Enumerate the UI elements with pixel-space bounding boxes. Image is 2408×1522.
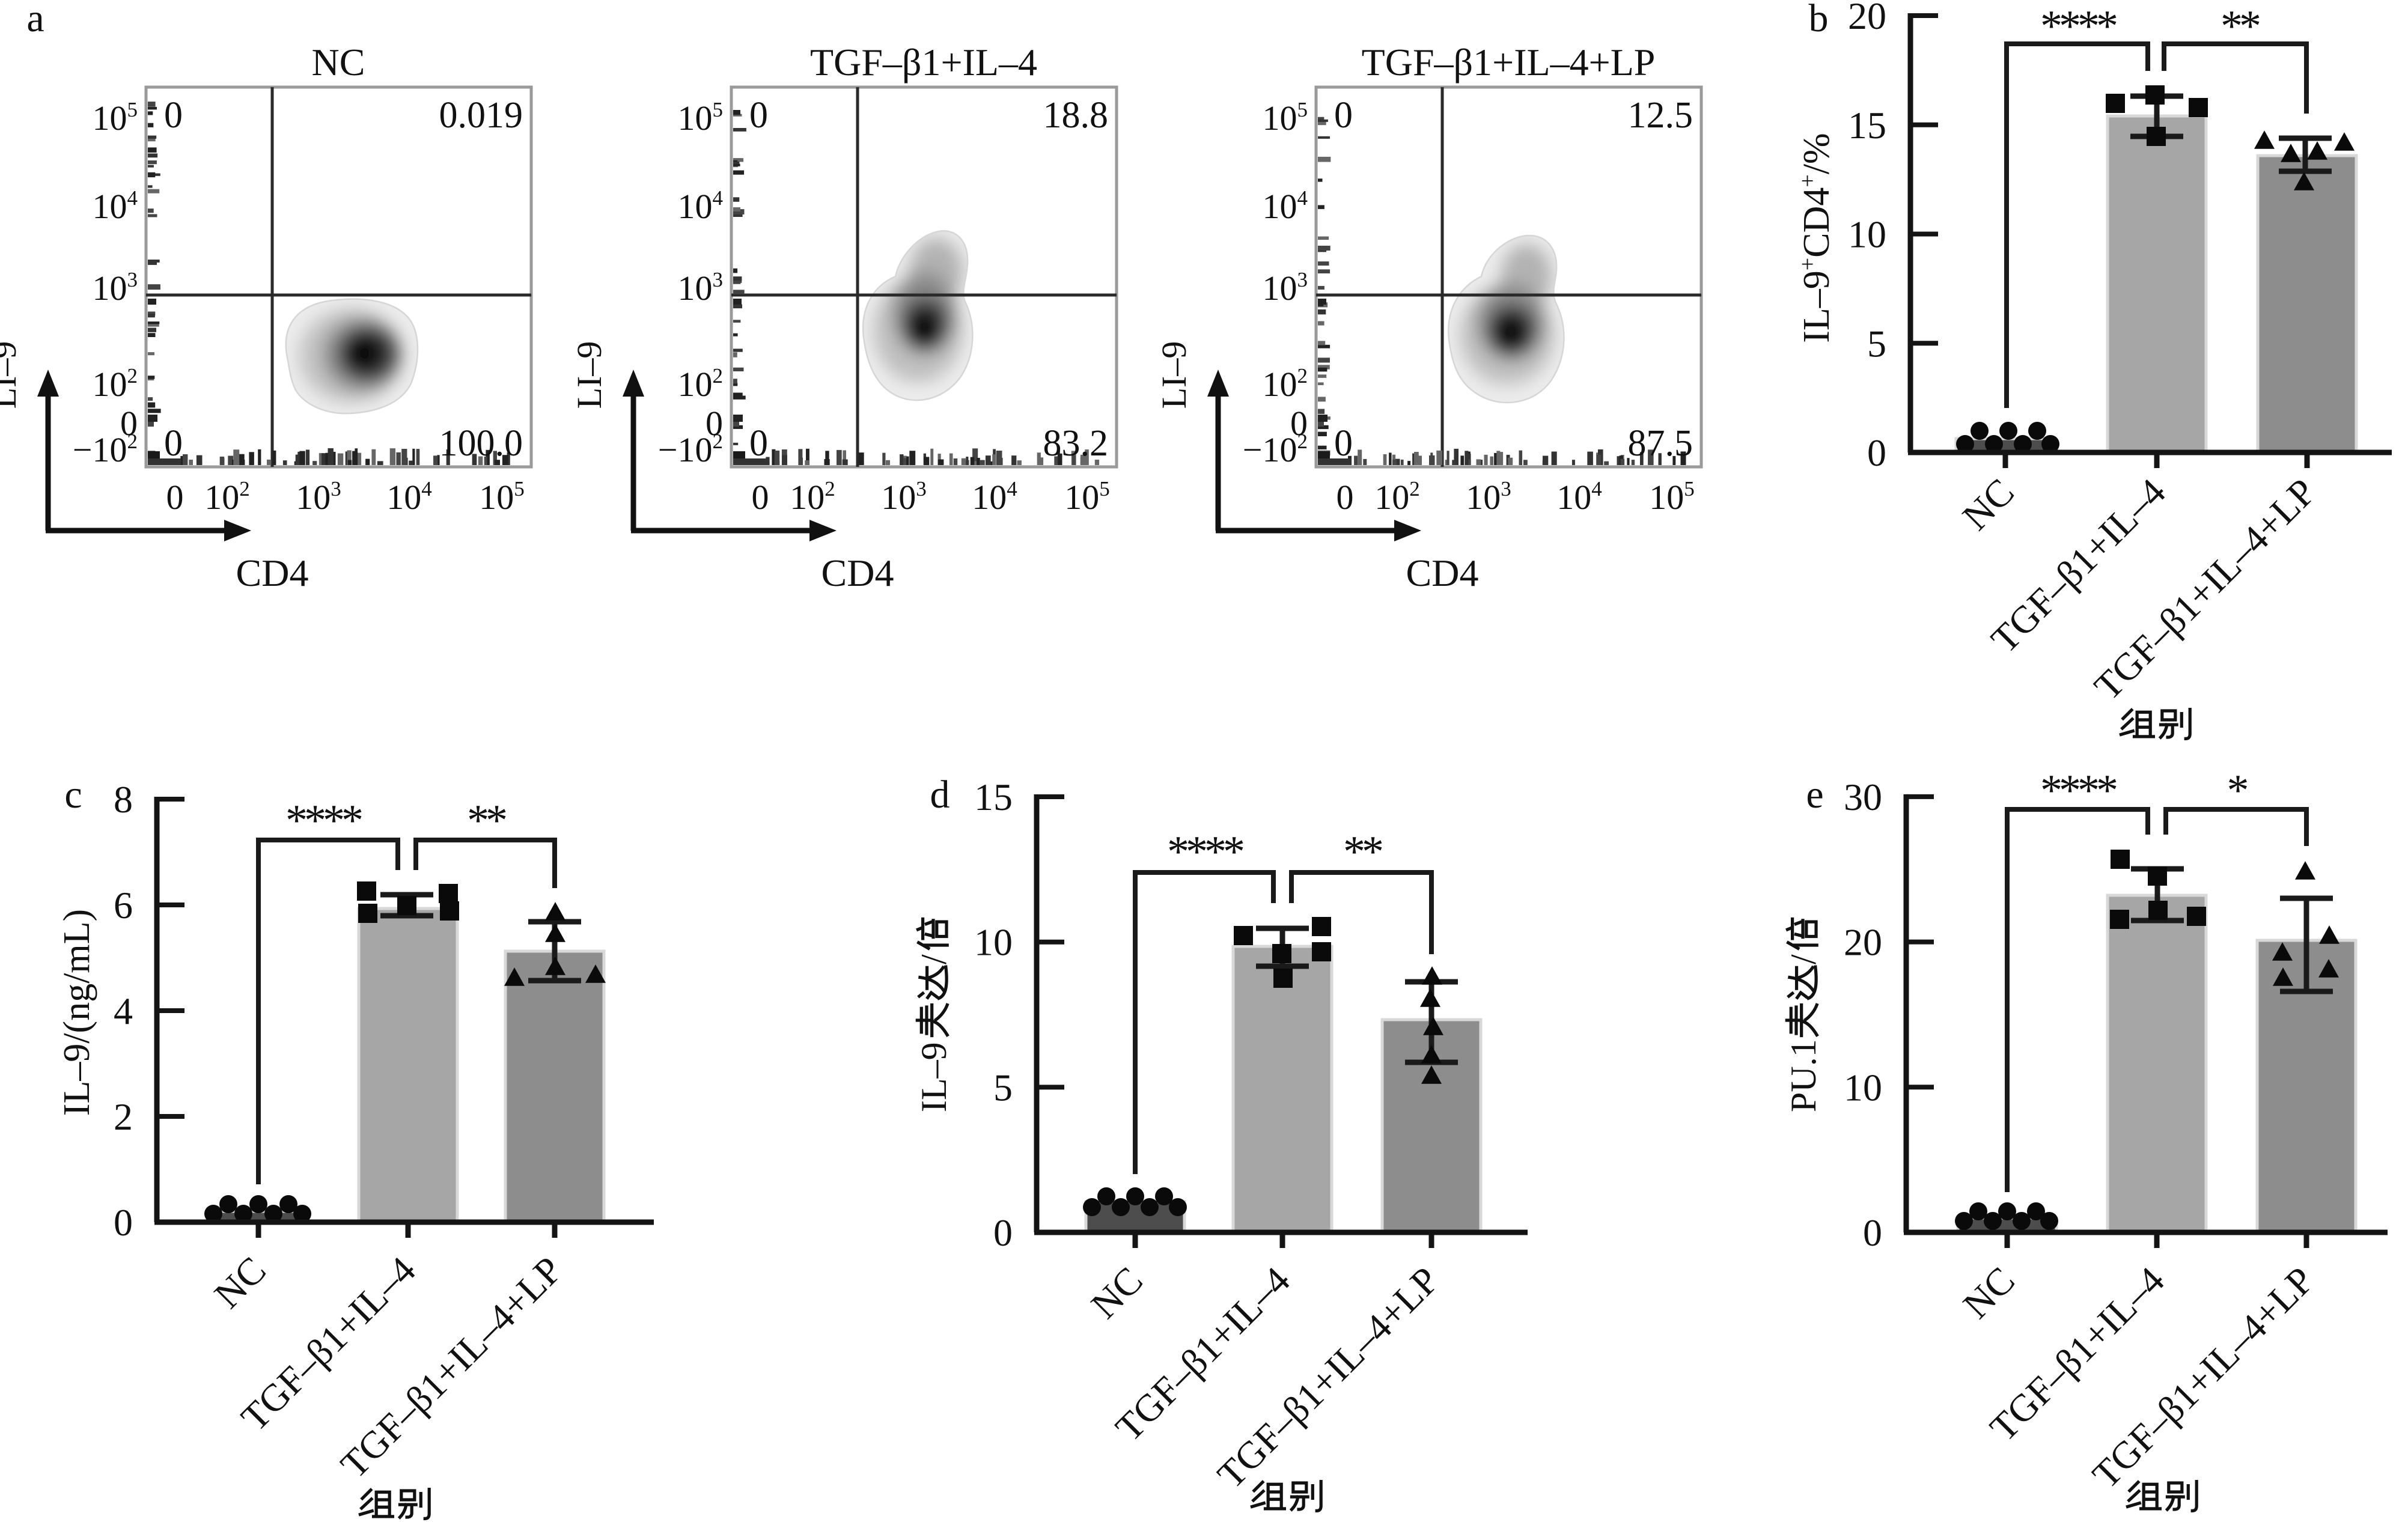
svg-text:105: 105 — [1649, 477, 1695, 517]
svg-text:103: 103 — [93, 268, 138, 308]
svg-text:103: 103 — [1263, 268, 1308, 308]
svg-text:5: 5 — [993, 1066, 1013, 1109]
svg-text:87.5: 87.5 — [1628, 423, 1693, 464]
svg-text:102: 102 — [93, 364, 138, 404]
svg-text:c: c — [64, 773, 82, 817]
svg-text:0: 0 — [1290, 404, 1308, 443]
svg-text:104: 104 — [678, 186, 724, 226]
svg-text:105: 105 — [93, 98, 138, 138]
svg-text:0: 0 — [1334, 95, 1353, 136]
svg-text:0: 0 — [993, 1211, 1013, 1254]
svg-text:104: 104 — [1556, 477, 1602, 517]
svg-text:/: / — [914, 954, 954, 964]
svg-text:LI–9: LI–9 — [570, 341, 609, 409]
svg-text:83.2: 83.2 — [1043, 423, 1109, 464]
svg-text:****: **** — [285, 796, 362, 845]
svg-text:105: 105 — [678, 98, 724, 138]
svg-text:PU.1: PU.1 — [1784, 1039, 1823, 1112]
svg-text:****: **** — [2040, 2, 2117, 51]
svg-text:102: 102 — [790, 477, 835, 517]
svg-text:−102: −102 — [658, 430, 723, 469]
svg-text:0: 0 — [166, 478, 184, 517]
svg-text:b: b — [1809, 0, 1829, 40]
svg-text:TGF–β1+IL–4+LP: TGF–β1+IL–4+LP — [1362, 41, 1656, 84]
svg-text:****: **** — [2040, 766, 2117, 815]
svg-text:2: 2 — [114, 1095, 133, 1138]
svg-text:0: 0 — [1334, 423, 1353, 464]
svg-text:103: 103 — [296, 477, 341, 517]
svg-text:103: 103 — [881, 477, 927, 517]
svg-text:**: ** — [467, 796, 506, 845]
svg-text:CD4: CD4 — [1406, 552, 1479, 594]
svg-text:a: a — [26, 0, 44, 40]
svg-text:−102: −102 — [1243, 430, 1308, 469]
svg-text:104: 104 — [93, 186, 138, 226]
svg-text:0: 0 — [1337, 478, 1354, 517]
svg-text:12.5: 12.5 — [1628, 95, 1693, 136]
svg-text:15: 15 — [1848, 104, 1886, 147]
svg-text:100.0: 100.0 — [439, 423, 523, 464]
svg-text:15: 15 — [974, 776, 1013, 818]
svg-text:104: 104 — [972, 477, 1017, 517]
svg-text:0: 0 — [1863, 1211, 1882, 1254]
svg-text:105: 105 — [1064, 477, 1110, 517]
svg-text:**: ** — [1343, 827, 1382, 877]
svg-text:102: 102 — [204, 477, 250, 517]
svg-text:IL–9+CD4+/%: IL–9+CD4+/% — [1795, 133, 1837, 342]
svg-text:6: 6 — [114, 884, 133, 927]
svg-text:103: 103 — [678, 268, 724, 308]
svg-text:LI–9: LI–9 — [0, 341, 23, 409]
svg-text:/: / — [1784, 954, 1823, 964]
svg-text:0: 0 — [749, 423, 768, 464]
svg-text:e: e — [1806, 773, 1823, 817]
svg-text:0: 0 — [752, 478, 769, 517]
svg-text:IL–9: IL–9 — [914, 1042, 954, 1112]
svg-text:102: 102 — [1374, 477, 1420, 517]
svg-text:−102: −102 — [73, 430, 138, 469]
svg-text:105: 105 — [1263, 98, 1308, 138]
svg-text:103: 103 — [1466, 477, 1511, 517]
svg-text:0: 0 — [114, 1201, 133, 1244]
svg-text:0: 0 — [749, 95, 768, 136]
svg-text:104: 104 — [386, 477, 432, 517]
svg-text:20: 20 — [1844, 921, 1882, 964]
svg-text:5: 5 — [1867, 322, 1886, 365]
svg-text:IL–9/(ng/mL): IL–9/(ng/mL) — [56, 909, 97, 1116]
svg-text:30: 30 — [1844, 776, 1882, 818]
svg-text:0: 0 — [164, 95, 183, 136]
svg-text:0.019: 0.019 — [439, 95, 523, 136]
svg-text:NC: NC — [312, 41, 365, 84]
svg-text:10: 10 — [974, 921, 1013, 964]
svg-text:*: * — [2227, 766, 2248, 815]
svg-text:10: 10 — [1848, 213, 1886, 256]
svg-text:0: 0 — [164, 423, 183, 464]
svg-text:102: 102 — [1263, 364, 1308, 404]
svg-text:105: 105 — [479, 477, 525, 517]
svg-text:8: 8 — [114, 778, 133, 821]
svg-text:0: 0 — [1867, 431, 1886, 474]
svg-text:0: 0 — [120, 404, 138, 443]
svg-text:TGF–β1+IL–4: TGF–β1+IL–4 — [810, 41, 1037, 84]
svg-text:20: 20 — [1848, 0, 1886, 37]
svg-text:10: 10 — [1844, 1066, 1882, 1109]
svg-text:****: **** — [1167, 827, 1243, 877]
svg-text:102: 102 — [678, 364, 724, 404]
svg-text:LI–9: LI–9 — [1154, 341, 1193, 409]
svg-text:CD4: CD4 — [236, 552, 309, 594]
svg-text:d: d — [930, 773, 950, 817]
svg-text:**: ** — [2221, 2, 2260, 51]
svg-text:0: 0 — [706, 404, 723, 443]
svg-text:18.8: 18.8 — [1043, 95, 1109, 136]
svg-text:CD4: CD4 — [821, 552, 894, 594]
svg-text:104: 104 — [1263, 186, 1308, 226]
svg-text:4: 4 — [114, 990, 133, 1032]
